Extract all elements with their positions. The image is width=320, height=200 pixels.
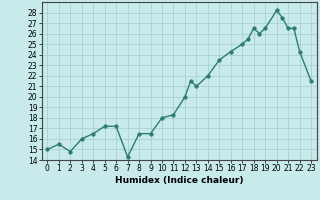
X-axis label: Humidex (Indice chaleur): Humidex (Indice chaleur) — [115, 176, 244, 185]
